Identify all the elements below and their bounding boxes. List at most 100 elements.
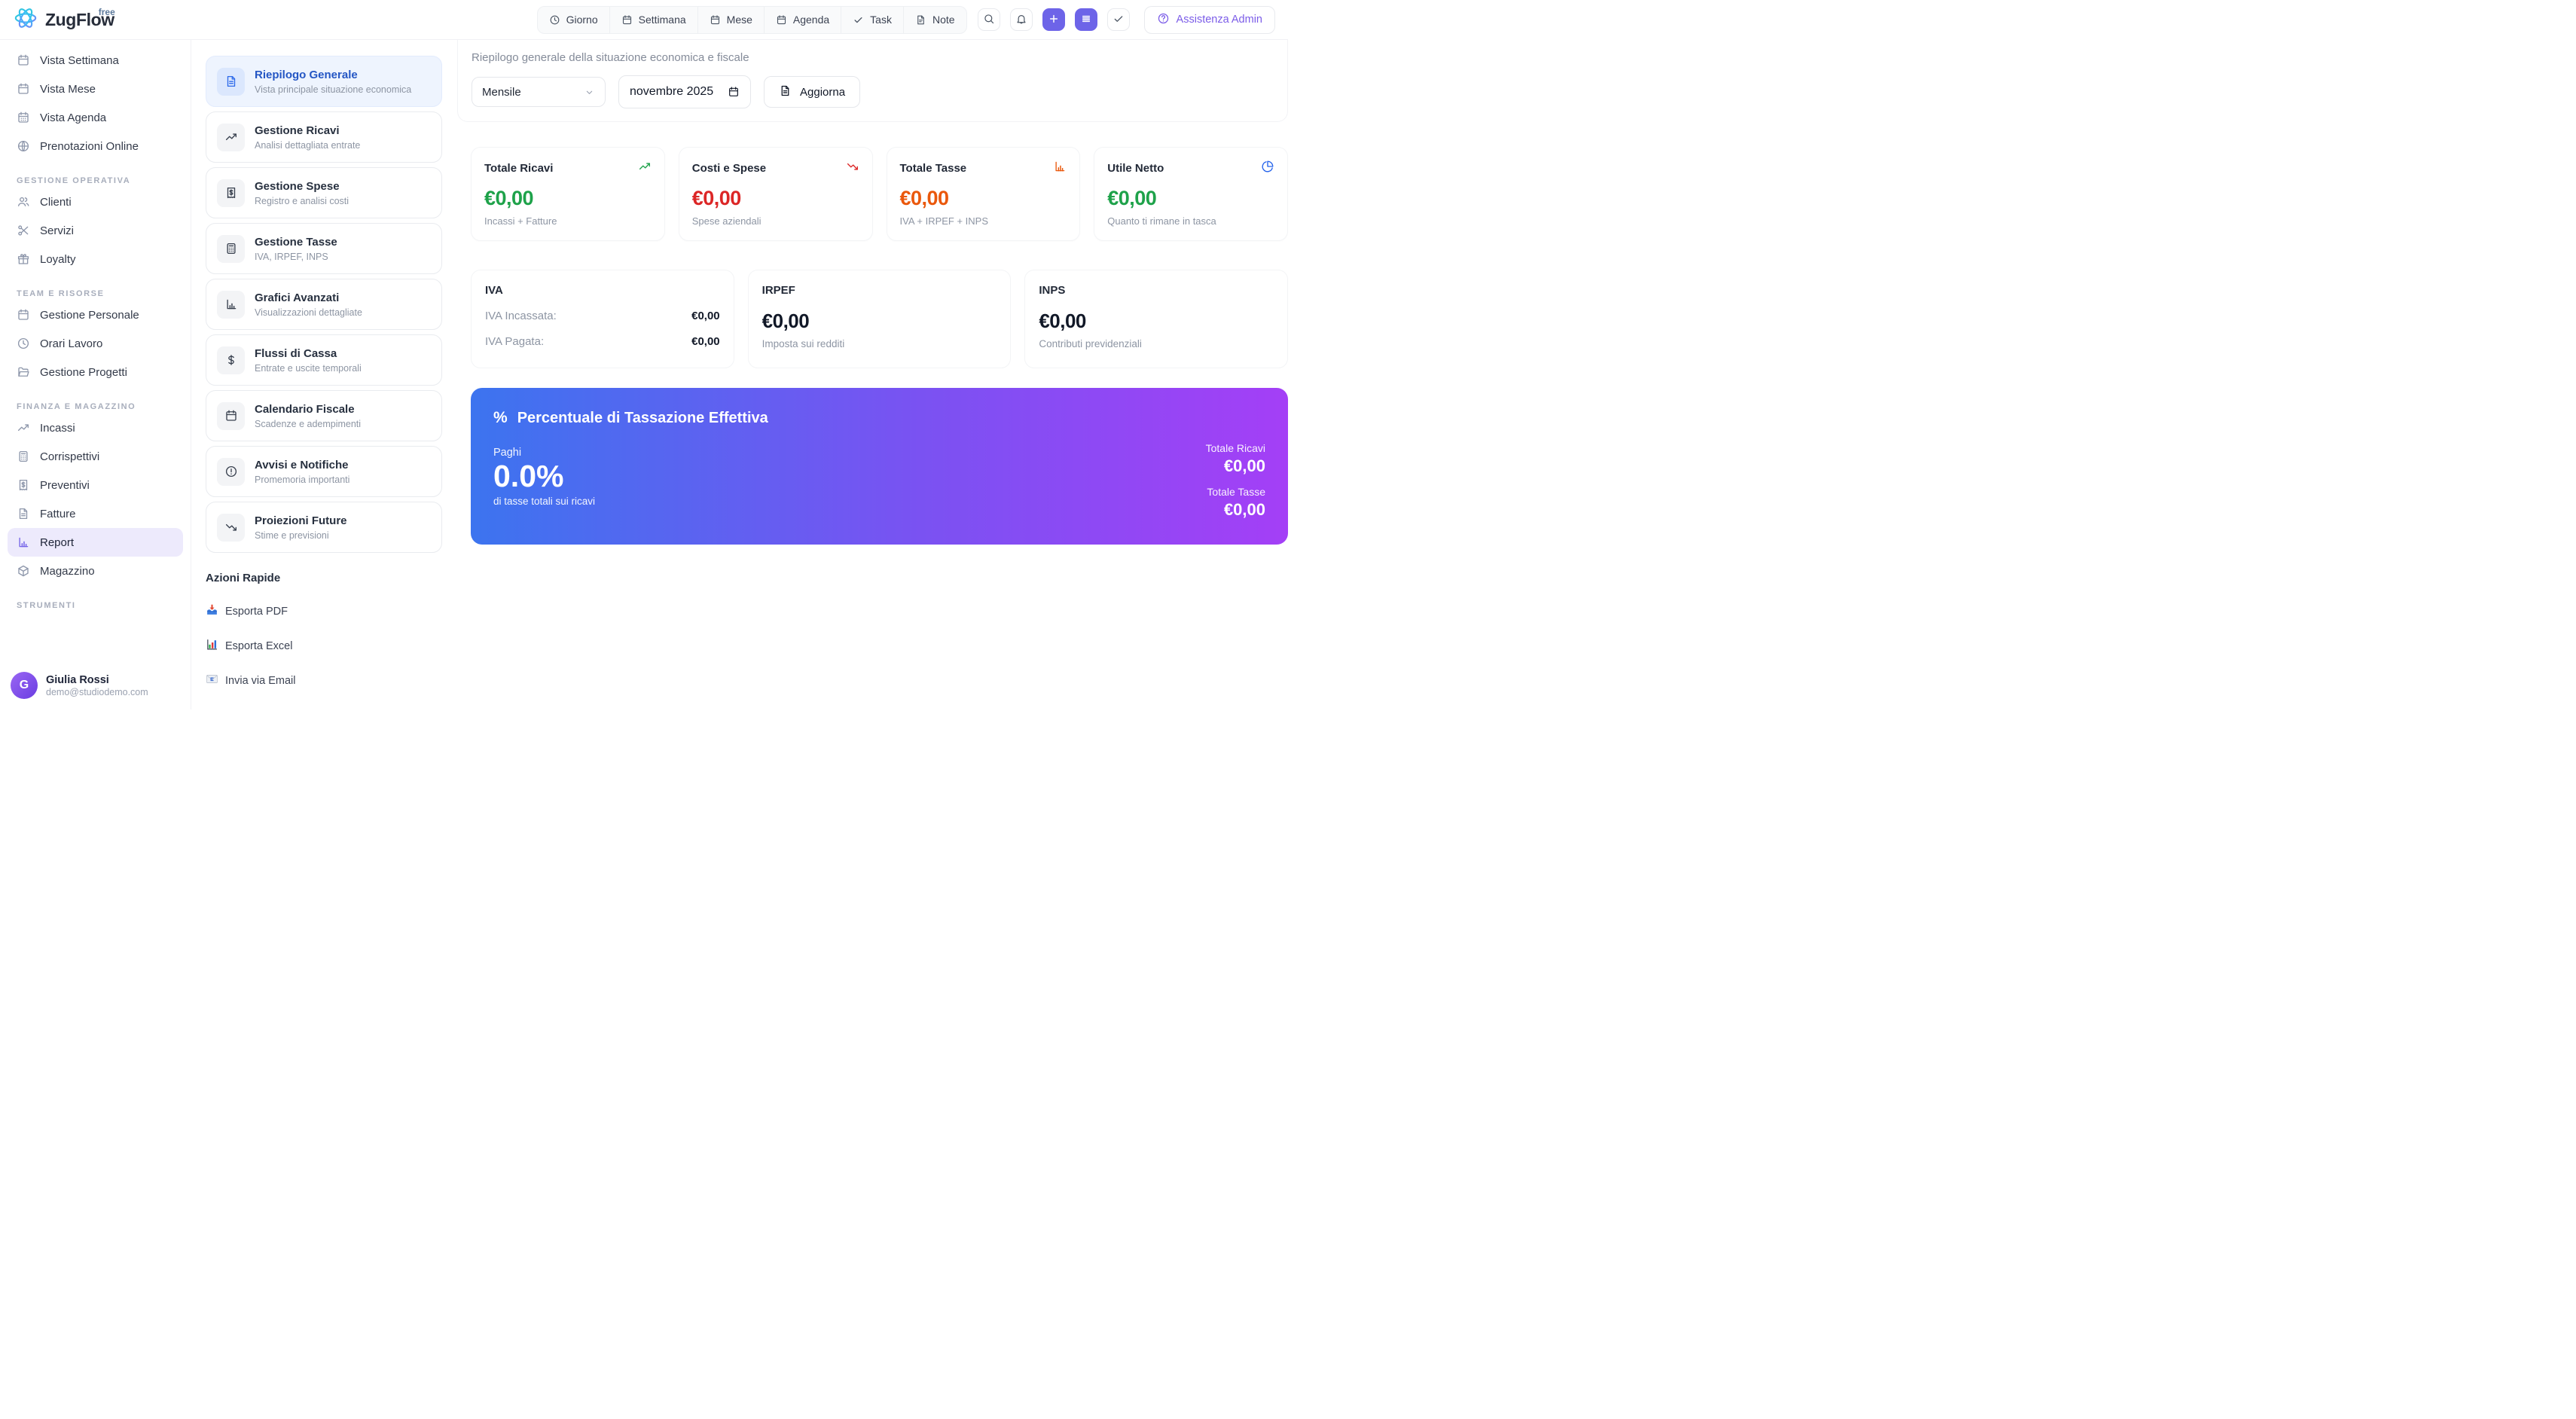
clock-icon bbox=[17, 337, 30, 350]
kpi-head: Utile Netto bbox=[1107, 160, 1274, 177]
topbar: ZugFlow free Giorno Settimana MeseAgendaTa… bbox=[0, 0, 1288, 40]
calendar-icon bbox=[621, 14, 633, 26]
irpef-caption: Imposta sui redditi bbox=[762, 338, 997, 349]
sidebar-item-servizi[interactable]: Servizi bbox=[8, 216, 183, 245]
file-text-icon bbox=[17, 507, 30, 520]
sidebar-item-prenotazioni-online[interactable]: Prenotazioni Online bbox=[8, 132, 183, 160]
calendar-icon bbox=[776, 14, 787, 26]
add-button[interactable] bbox=[1042, 8, 1065, 31]
sidebar-item-label: Loyalty bbox=[40, 253, 76, 266]
report-card-avvisi-e-notifiche[interactable]: Avvisi e NotifichePromemoria importanti bbox=[206, 446, 442, 497]
calendar-icon[interactable] bbox=[728, 86, 740, 98]
sidebar-nav: Vista SettimanaVista MeseVista AgendaPre… bbox=[8, 46, 183, 612]
sidebar-item-corrispettivi[interactable]: Corrispettivi bbox=[8, 442, 183, 471]
aggiorna-label: Aggiorna bbox=[800, 86, 845, 99]
sidebar-item-preventivi[interactable]: Preventivi bbox=[8, 471, 183, 499]
dollar-icon bbox=[217, 346, 245, 374]
kpi-row: Totale Ricavi€0,00Incassi + FattureCosti… bbox=[471, 147, 1288, 241]
report-card-title: Calendario Fiscale bbox=[255, 403, 361, 417]
receipt-dollar-icon bbox=[217, 179, 245, 207]
report-submenu-cards: Riepilogo GeneraleVista principale situa… bbox=[206, 56, 442, 553]
sidebar-item-loyalty[interactable]: Loyalty bbox=[8, 245, 183, 273]
nav-tab-task[interactable]: Task bbox=[841, 7, 903, 33]
user-profile[interactable]: G Giulia Rossi demo@studiodemo.com bbox=[8, 672, 183, 699]
sidebar-item-orari-lavoro[interactable]: Orari Lavoro bbox=[8, 329, 183, 358]
month-input[interactable]: novembre 2025 bbox=[618, 75, 751, 108]
sidebar-item-gestione-progetti[interactable]: Gestione Progetti bbox=[8, 358, 183, 386]
nav-tab-note[interactable]: Note bbox=[903, 7, 966, 33]
sidebar-item-vista-mese[interactable]: Vista Mese bbox=[8, 75, 183, 103]
calendar-icon bbox=[17, 308, 30, 322]
file-icon bbox=[915, 14, 926, 26]
bar-chart-icon bbox=[1053, 160, 1067, 177]
calendar-icon bbox=[17, 53, 30, 67]
calendar-icon bbox=[710, 14, 721, 26]
period-select[interactable]: Mensile bbox=[472, 77, 606, 107]
sidebar-item-label: Report bbox=[40, 536, 74, 549]
kpi-head: Totale Ricavi bbox=[484, 160, 652, 177]
sidebar-item-gestione-personale[interactable]: Gestione Personale bbox=[8, 301, 183, 329]
month-input-value: novembre 2025 bbox=[630, 85, 713, 99]
sidebar-item-label: Vista Settimana bbox=[40, 54, 119, 67]
sidebar-item-magazzino[interactable]: Magazzino bbox=[8, 557, 183, 585]
check-icon bbox=[853, 14, 864, 26]
sidebar-item-incassi[interactable]: Incassi bbox=[8, 413, 183, 442]
report-card-title: Gestione Spese bbox=[255, 180, 349, 194]
iva-pagata-row: IVA Pagata: €0,00 bbox=[485, 335, 720, 348]
banner-left-block: Paghi 0.0% di tasse totali sui ricavi bbox=[493, 447, 1265, 507]
tasks-done-button[interactable] bbox=[1107, 8, 1130, 31]
report-card-proiezioni-future[interactable]: Proiezioni FutureStime e previsioni bbox=[206, 502, 442, 553]
package-icon bbox=[17, 564, 30, 578]
kpi-card-totale-tasse: Totale Tasse€0,00IVA + IRPEF + INPS bbox=[887, 147, 1081, 241]
assistenza-admin-button[interactable]: Assistenza Admin bbox=[1144, 6, 1275, 34]
tax-percentage-banner: % Percentuale di Tassazione Effettiva Pa… bbox=[471, 388, 1288, 545]
calendar-icon bbox=[17, 82, 30, 96]
inps-card: INPS €0,00 Contributi previdenziali bbox=[1024, 270, 1288, 368]
kpi-title: Utile Netto bbox=[1107, 162, 1164, 175]
tax-row: IVA IVA Incassata: €0,00 IVA Pagata: €0,… bbox=[471, 270, 1288, 368]
report-card-text: Gestione RicaviAnalisi dettagliata entra… bbox=[255, 124, 360, 151]
banner-tasse-label: Totale Tasse bbox=[1206, 486, 1265, 498]
percent-icon: % bbox=[493, 409, 508, 427]
sidebar-section-strumenti: STRUMENTI bbox=[17, 601, 174, 610]
quick-action-esporta-excel[interactable]: Esporta Excel bbox=[206, 638, 442, 654]
nav-tab-mese[interactable]: Mese bbox=[697, 7, 764, 33]
quick-action-invia-via-email[interactable]: Invia via Email bbox=[206, 673, 442, 688]
menu-button[interactable] bbox=[1075, 8, 1097, 31]
brand[interactable]: ZugFlow free bbox=[13, 5, 191, 35]
nav-tab-settimana[interactable]: Settimana bbox=[609, 7, 697, 33]
quick-action-esporta-pdf[interactable]: Esporta PDF bbox=[206, 603, 442, 619]
nav-tab-agenda[interactable]: Agenda bbox=[764, 7, 841, 33]
avatar[interactable]: G bbox=[11, 672, 38, 699]
report-card-gestione-spese[interactable]: Gestione SpeseRegistro e analisi costi bbox=[206, 167, 442, 218]
kpi-card-utile-netto: Utile Netto€0,00Quanto ti rimane in tasc… bbox=[1094, 147, 1288, 241]
plus-icon bbox=[1048, 13, 1060, 27]
alert-circle-icon bbox=[217, 458, 245, 486]
kpi-value: €0,00 bbox=[900, 187, 1067, 210]
kpi-title: Costi e Spese bbox=[692, 162, 766, 175]
user-info: Giulia Rossi demo@studiodemo.com bbox=[46, 673, 148, 697]
report-body: Totale Ricavi€0,00Incassi + FattureCosti… bbox=[457, 122, 1288, 545]
sidebar-item-fatture[interactable]: Fatture bbox=[8, 499, 183, 528]
quick-actions: Azioni Rapide Esporta PDFEsporta ExcelIn… bbox=[206, 572, 442, 688]
sidebar-item-clienti[interactable]: Clienti bbox=[8, 188, 183, 216]
report-card-gestione-tasse[interactable]: Gestione TasseIVA, IRPEF, INPS bbox=[206, 223, 442, 274]
sidebar-item-vista-settimana[interactable]: Vista Settimana bbox=[8, 46, 183, 75]
aggiorna-button[interactable]: Aggiorna bbox=[764, 76, 860, 108]
report-card-text: Gestione SpeseRegistro e analisi costi bbox=[255, 180, 349, 206]
nav-tab-label: Settimana bbox=[639, 14, 686, 26]
sidebar-item-vista-agenda[interactable]: Vista Agenda bbox=[8, 103, 183, 132]
report-card-riepilogo-generale[interactable]: Riepilogo GeneraleVista principale situa… bbox=[206, 56, 442, 107]
report-card-grafici-avanzati[interactable]: Grafici AvanzatiVisualizzazioni dettagli… bbox=[206, 279, 442, 330]
notifications-button[interactable] bbox=[1010, 8, 1033, 31]
nav-tab-giorno[interactable]: Giorno bbox=[538, 7, 609, 33]
report-card-flussi-di-cassa[interactable]: Flussi di CassaEntrate e uscite temporal… bbox=[206, 334, 442, 386]
sidebar-section-team-e-risorse: TEAM E RISORSE bbox=[17, 289, 174, 298]
sidebar-item-report[interactable]: Report bbox=[8, 528, 183, 557]
report-card-gestione-ricavi[interactable]: Gestione RicaviAnalisi dettagliata entra… bbox=[206, 111, 442, 163]
report-card-calendario-fiscale[interactable]: Calendario FiscaleScadenze e adempimenti bbox=[206, 390, 442, 441]
kpi-title: Totale Ricavi bbox=[484, 162, 553, 175]
iva-incassata-label: IVA Incassata: bbox=[485, 310, 557, 322]
search-button[interactable] bbox=[978, 8, 1000, 31]
irpef-title: IRPEF bbox=[762, 284, 997, 297]
